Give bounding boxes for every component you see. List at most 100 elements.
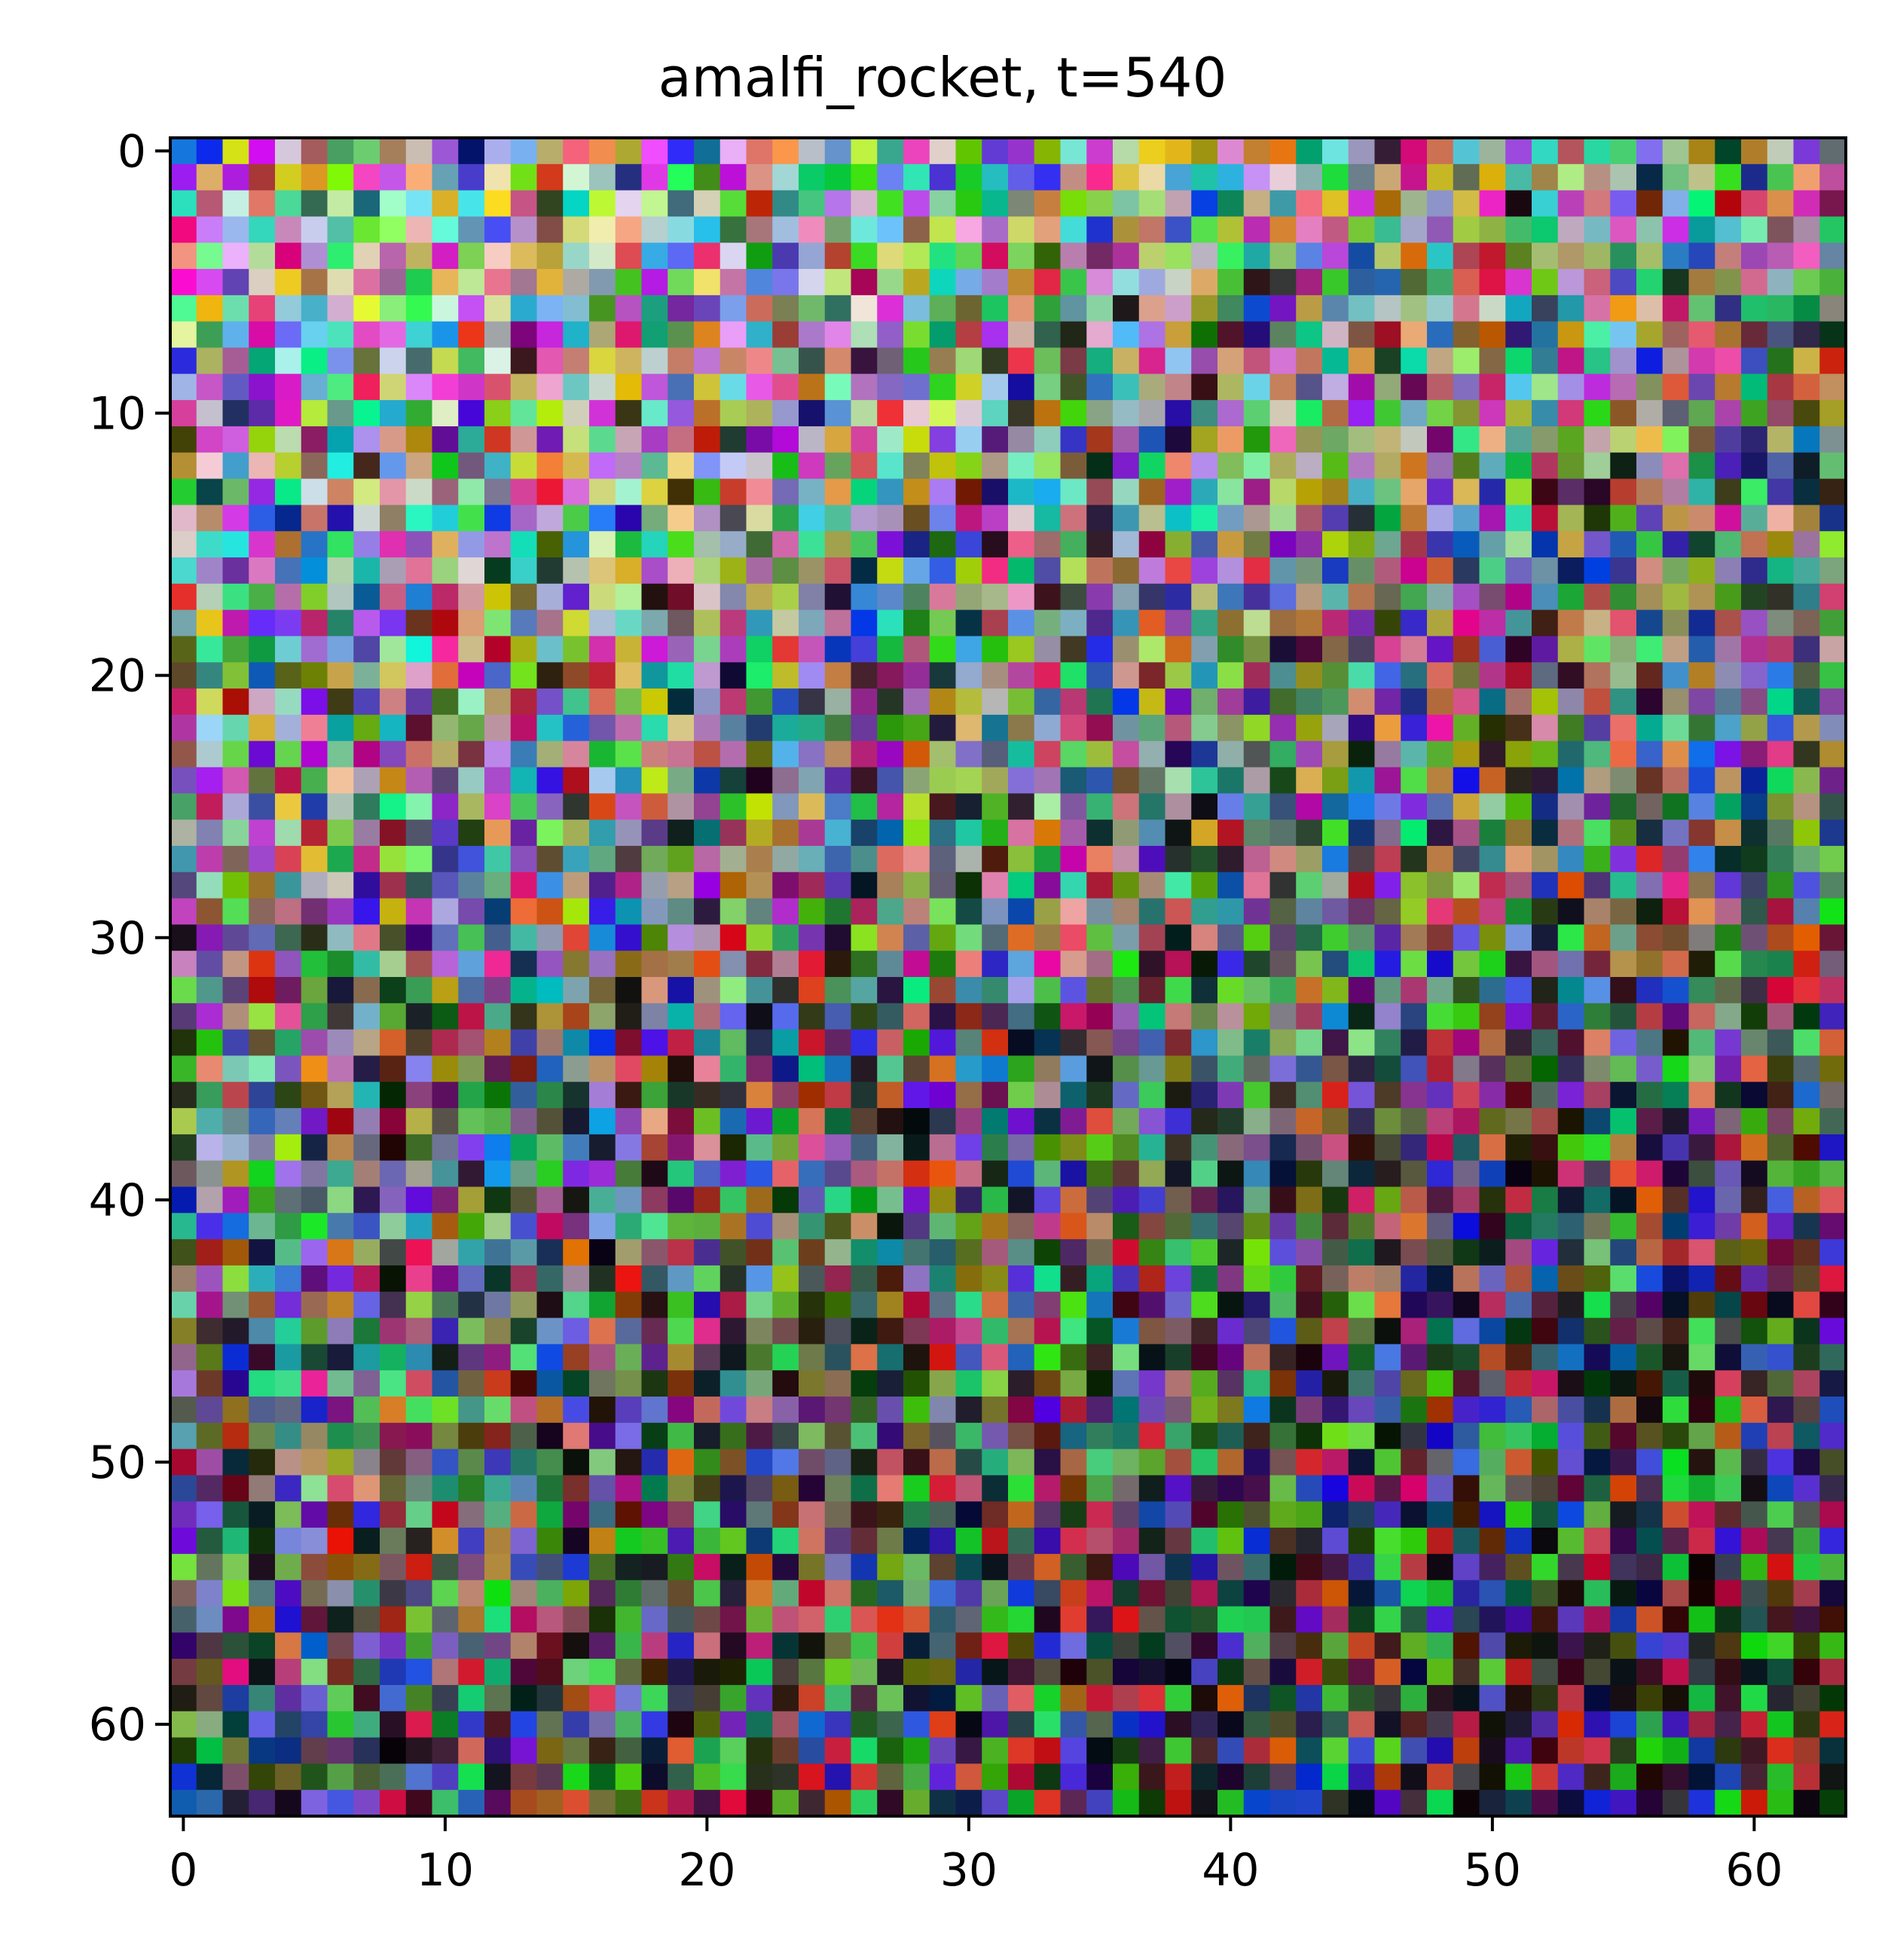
image-pixel xyxy=(1453,138,1480,165)
image-pixel xyxy=(851,1790,878,1817)
image-pixel xyxy=(1427,820,1454,847)
image-pixel xyxy=(955,1108,982,1135)
image-pixel xyxy=(851,1684,878,1712)
image-pixel xyxy=(458,740,485,768)
image-pixel xyxy=(719,1580,747,1607)
image-pixel xyxy=(1086,557,1114,585)
image-pixel xyxy=(405,1606,433,1633)
image-pixel xyxy=(1715,243,1742,270)
image-pixel xyxy=(1191,1632,1218,1659)
image-pixel xyxy=(1401,295,1428,322)
image-pixel xyxy=(615,820,643,847)
image-pixel xyxy=(1165,688,1192,716)
image-pixel xyxy=(955,1082,982,1109)
image-pixel xyxy=(1427,1055,1454,1082)
image-pixel xyxy=(170,216,197,243)
image-pixel xyxy=(1113,1317,1140,1345)
x-tick-label: 0 xyxy=(169,1844,197,1897)
image-pixel xyxy=(327,636,354,663)
image-pixel xyxy=(668,557,695,585)
image-pixel xyxy=(1034,190,1062,218)
image-pixel xyxy=(1296,845,1323,873)
image-pixel xyxy=(589,740,616,768)
image-pixel xyxy=(432,1711,459,1739)
image-pixel xyxy=(1060,977,1087,1004)
image-pixel xyxy=(1401,1763,1428,1791)
image-pixel xyxy=(877,1790,904,1817)
image-pixel xyxy=(772,1344,799,1371)
image-pixel xyxy=(615,1186,643,1214)
image-pixel xyxy=(694,1711,721,1739)
image-pixel xyxy=(668,662,695,689)
image-pixel xyxy=(1374,898,1401,925)
image-pixel xyxy=(772,951,799,978)
image-pixel xyxy=(1662,583,1690,611)
image-pixel xyxy=(929,1029,957,1057)
image-pixel xyxy=(536,1317,564,1345)
image-pixel xyxy=(1453,1501,1480,1528)
image-pixel xyxy=(222,1160,249,1188)
image-pixel xyxy=(668,216,695,243)
image-pixel xyxy=(1557,1317,1585,1345)
image-pixel xyxy=(1610,1501,1637,1528)
image-pixel xyxy=(1767,1029,1795,1057)
image-pixel xyxy=(929,426,957,453)
image-pixel xyxy=(1034,1659,1062,1686)
image-pixel xyxy=(222,1580,249,1607)
image-pixel xyxy=(982,505,1009,532)
image-pixel xyxy=(432,1003,459,1030)
image-pixel xyxy=(1584,636,1611,663)
image-pixel xyxy=(1060,1082,1087,1109)
image-pixel xyxy=(1008,898,1035,925)
image-pixel xyxy=(1113,426,1140,453)
image-pixel xyxy=(1557,1790,1585,1817)
image-pixel xyxy=(1427,688,1454,716)
image-pixel xyxy=(1557,951,1585,978)
image-pixel xyxy=(824,478,852,505)
image-pixel xyxy=(1767,740,1795,768)
image-pixel xyxy=(170,1029,197,1057)
image-pixel xyxy=(1819,636,1847,663)
image-pixel xyxy=(196,845,224,873)
image-pixel xyxy=(668,1239,695,1266)
image-pixel xyxy=(719,1422,747,1450)
image-pixel xyxy=(1269,1528,1297,1555)
image-pixel xyxy=(824,1082,852,1109)
image-pixel xyxy=(1401,190,1428,218)
image-pixel xyxy=(458,872,485,899)
image-pixel xyxy=(536,1003,564,1030)
image-pixel xyxy=(1557,714,1585,742)
image-pixel xyxy=(1479,872,1506,899)
image-pixel xyxy=(1557,557,1585,585)
image-pixel xyxy=(1008,636,1035,663)
image-pixel xyxy=(1348,1160,1376,1188)
image-pixel xyxy=(170,898,197,925)
image-pixel xyxy=(563,898,590,925)
image-pixel xyxy=(458,1160,485,1188)
image-pixel xyxy=(668,190,695,218)
image-pixel xyxy=(1034,1108,1062,1135)
image-pixel xyxy=(719,714,747,742)
image-pixel xyxy=(1479,1317,1506,1345)
image-pixel xyxy=(1505,662,1532,689)
image-pixel xyxy=(1479,426,1506,453)
image-pixel xyxy=(668,1475,695,1502)
image-pixel xyxy=(929,452,957,480)
image-pixel xyxy=(641,1684,668,1712)
image-pixel xyxy=(510,636,538,663)
image-pixel xyxy=(1269,1082,1297,1109)
image-pixel xyxy=(1034,216,1062,243)
image-pixel xyxy=(982,347,1009,374)
image-pixel xyxy=(196,1684,224,1712)
image-pixel xyxy=(1610,1632,1637,1659)
image-pixel xyxy=(1819,1003,1847,1030)
image-pixel xyxy=(1819,977,1847,1004)
image-pixel xyxy=(982,1711,1009,1739)
image-pixel xyxy=(719,216,747,243)
image-pixel xyxy=(1113,688,1140,716)
image-pixel xyxy=(458,190,485,218)
image-pixel xyxy=(615,1737,643,1764)
image-pixel xyxy=(170,688,197,716)
image-pixel xyxy=(1008,1055,1035,1082)
image-pixel xyxy=(1217,1108,1245,1135)
